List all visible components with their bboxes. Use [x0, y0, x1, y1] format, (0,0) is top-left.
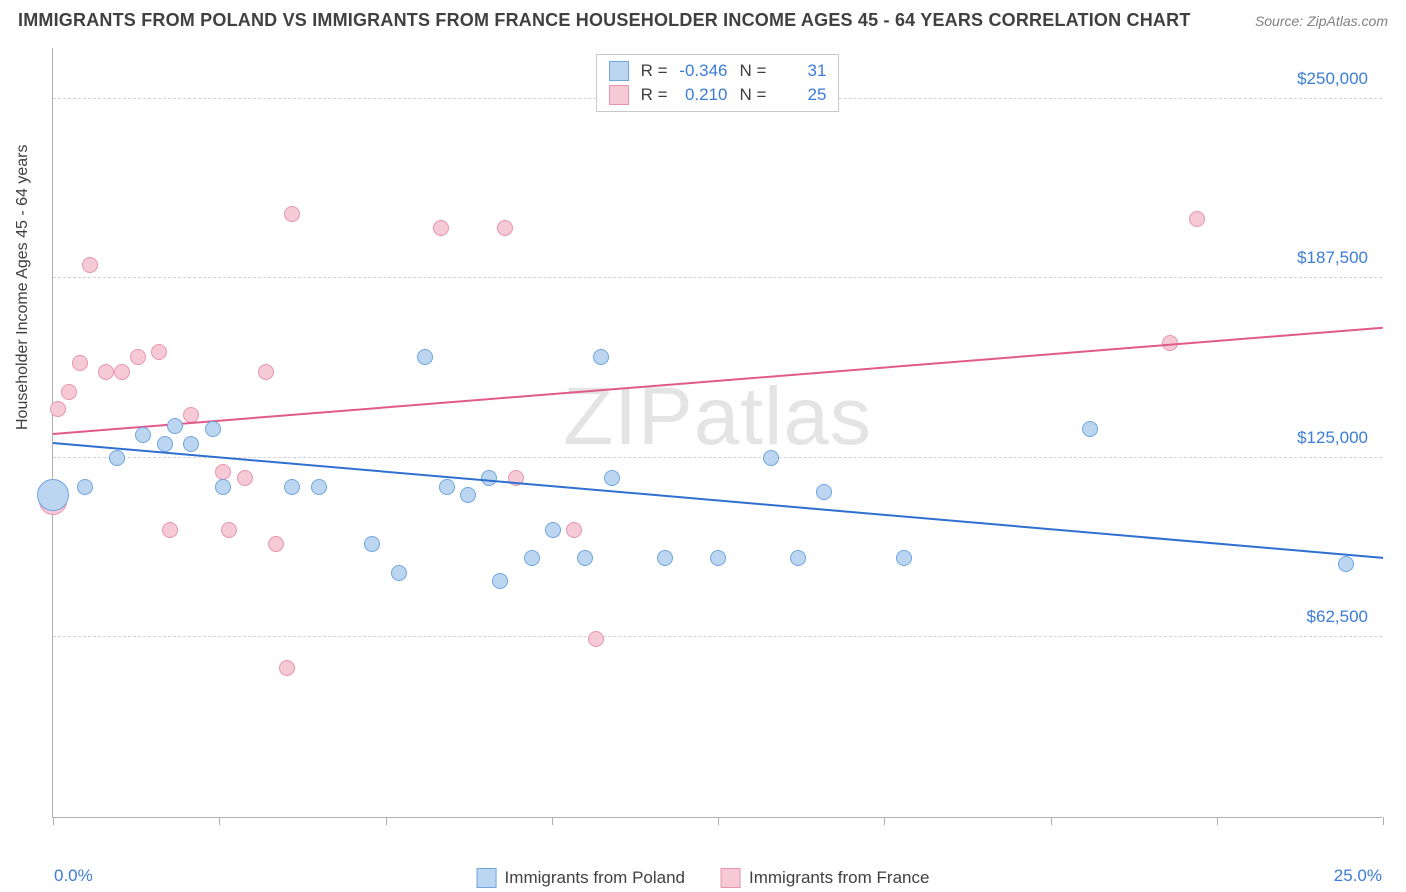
poland-point: [710, 550, 726, 566]
poland-trendline: [53, 442, 1383, 559]
poland-swatch-icon: [477, 868, 497, 888]
poland-point: [896, 550, 912, 566]
france-point: [258, 364, 274, 380]
x-tick: [718, 817, 719, 825]
france-point: [61, 384, 77, 400]
france-point: [1189, 211, 1205, 227]
series-legend: Immigrants from Poland Immigrants from F…: [477, 868, 930, 888]
x-tick: [219, 817, 220, 825]
poland-point: [816, 484, 832, 500]
france-point: [221, 522, 237, 538]
x-tick: [1051, 817, 1052, 825]
france-swatch-icon: [609, 85, 629, 105]
france-r-value: 0.210: [674, 83, 728, 107]
poland-point: [763, 450, 779, 466]
france-point: [162, 522, 178, 538]
poland-r-value: -0.346: [674, 59, 728, 83]
poland-point: [492, 573, 508, 589]
y-tick-label: $187,500: [1297, 248, 1368, 268]
france-point: [284, 206, 300, 222]
poland-point: [577, 550, 593, 566]
poland-swatch-icon: [609, 61, 629, 81]
poland-point: [183, 436, 199, 452]
poland-point: [417, 349, 433, 365]
poland-point: [215, 479, 231, 495]
correlation-legend: R = -0.346 N = 31 R = 0.210 N = 25: [596, 54, 840, 112]
poland-point: [311, 479, 327, 495]
r-label: R =: [641, 83, 668, 107]
gridline: [53, 277, 1382, 278]
france-point: [72, 355, 88, 371]
y-tick-label: $62,500: [1307, 607, 1368, 627]
france-series-label: Immigrants from France: [749, 868, 929, 888]
poland-point: [439, 479, 455, 495]
france-point: [183, 407, 199, 423]
y-tick-label: $250,000: [1297, 69, 1368, 89]
x-axis-min-label: 0.0%: [54, 866, 93, 886]
poland-point: [37, 479, 69, 511]
france-point: [130, 349, 146, 365]
n-label: N =: [740, 83, 767, 107]
poland-point: [481, 470, 497, 486]
gridline: [53, 636, 1382, 637]
x-tick: [1217, 817, 1218, 825]
r-label: R =: [641, 59, 668, 83]
gridline: [53, 457, 1382, 458]
france-point: [114, 364, 130, 380]
france-swatch-icon: [721, 868, 741, 888]
poland-point: [167, 418, 183, 434]
poland-point: [593, 349, 609, 365]
france-point: [279, 660, 295, 676]
france-n-value: 25: [772, 83, 826, 107]
poland-point: [135, 427, 151, 443]
x-tick: [884, 817, 885, 825]
poland-point: [205, 421, 221, 437]
poland-point: [524, 550, 540, 566]
france-point: [151, 344, 167, 360]
poland-point: [284, 479, 300, 495]
france-trendline: [53, 327, 1383, 435]
poland-point: [790, 550, 806, 566]
watermark-text: ZIPatlas: [563, 370, 872, 464]
poland-point: [460, 487, 476, 503]
poland-point: [1338, 556, 1354, 572]
chart-title: IMMIGRANTS FROM POLAND VS IMMIGRANTS FRO…: [18, 10, 1191, 31]
france-point: [50, 401, 66, 417]
poland-n-value: 31: [772, 59, 826, 83]
poland-point: [1082, 421, 1098, 437]
poland-point: [657, 550, 673, 566]
poland-point: [545, 522, 561, 538]
france-point: [268, 536, 284, 552]
x-axis-max-label: 25.0%: [1334, 866, 1382, 886]
france-point: [433, 220, 449, 236]
poland-point: [77, 479, 93, 495]
x-tick: [1383, 817, 1384, 825]
poland-point: [109, 450, 125, 466]
france-point: [497, 220, 513, 236]
france-point: [98, 364, 114, 380]
france-point: [566, 522, 582, 538]
y-tick-label: $125,000: [1297, 428, 1368, 448]
y-axis-label: Householder Income Ages 45 - 64 years: [14, 145, 32, 431]
france-point: [82, 257, 98, 273]
poland-point: [391, 565, 407, 581]
n-label: N =: [740, 59, 767, 83]
france-point: [237, 470, 253, 486]
scatter-plot-area: ZIPatlas R = -0.346 N = 31 R = 0.210 N =…: [52, 48, 1382, 818]
poland-point: [364, 536, 380, 552]
x-tick: [53, 817, 54, 825]
poland-point: [604, 470, 620, 486]
source-attribution: Source: ZipAtlas.com: [1255, 13, 1388, 29]
poland-series-label: Immigrants from Poland: [505, 868, 685, 888]
france-point: [588, 631, 604, 647]
x-tick: [552, 817, 553, 825]
poland-point: [157, 436, 173, 452]
x-tick: [386, 817, 387, 825]
